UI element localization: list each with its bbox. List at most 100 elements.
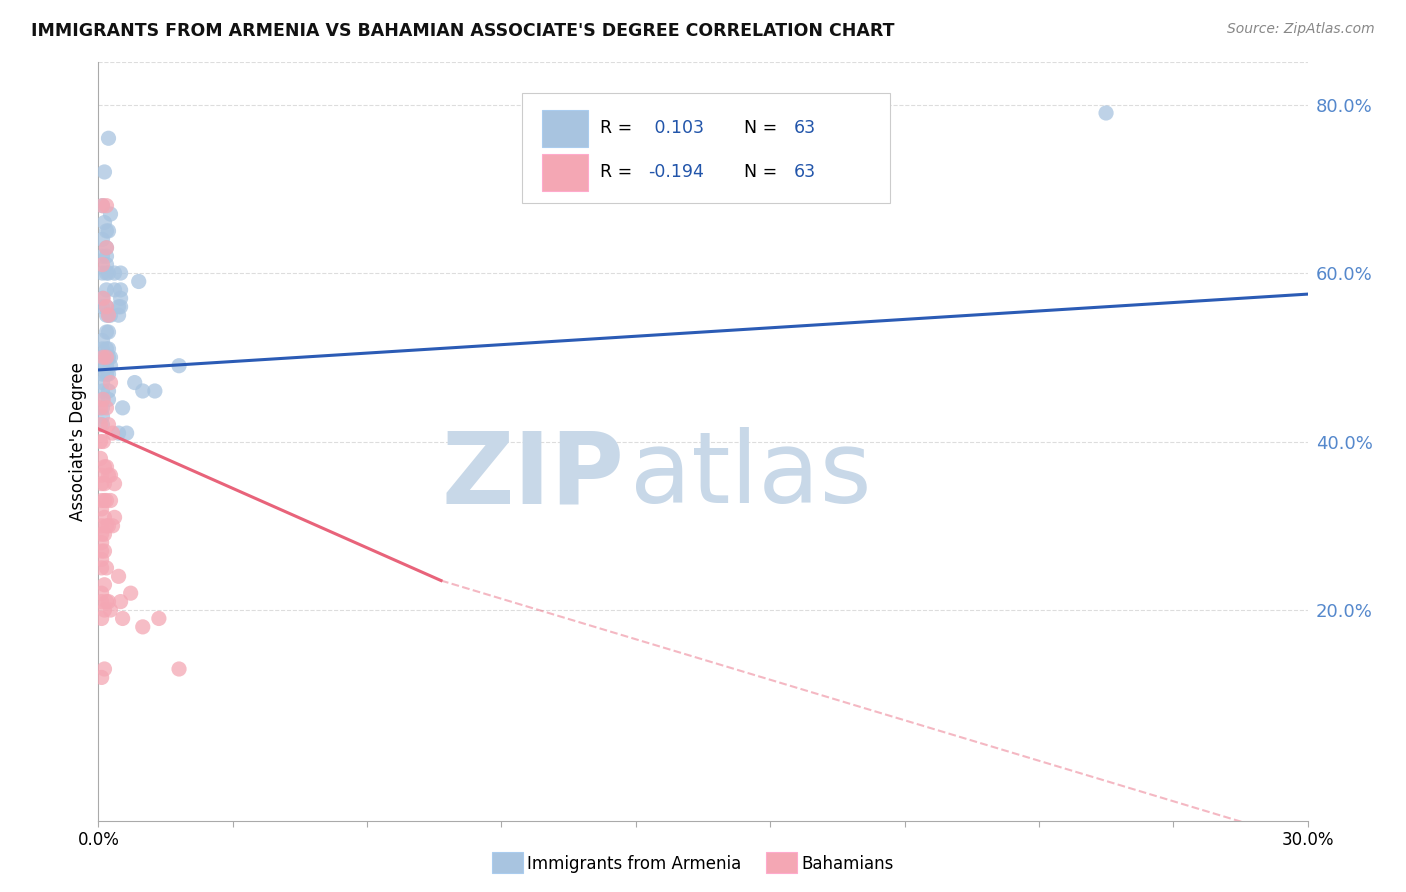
Point — [93, 662, 115, 676]
Point — [124, 376, 146, 390]
Point — [90, 518, 112, 533]
Point — [93, 459, 115, 474]
Point — [96, 561, 118, 575]
Point — [96, 342, 118, 356]
Point — [91, 291, 114, 305]
Text: Bahamians: Bahamians — [801, 855, 894, 873]
Point — [96, 249, 118, 263]
Point — [90, 544, 112, 558]
Point — [111, 611, 134, 625]
Point — [103, 283, 125, 297]
Point — [107, 308, 129, 322]
Point — [91, 434, 114, 449]
Point — [110, 300, 132, 314]
Point — [110, 283, 132, 297]
Point — [96, 594, 118, 608]
Point — [1095, 106, 1118, 120]
Point — [91, 291, 114, 305]
Point — [96, 518, 118, 533]
Point — [107, 569, 129, 583]
Point — [110, 266, 132, 280]
Point — [143, 384, 166, 398]
Point — [97, 342, 120, 356]
Y-axis label: Associate's Degree: Associate's Degree — [69, 362, 87, 521]
Point — [91, 249, 114, 263]
Point — [97, 224, 120, 238]
Point — [111, 401, 134, 415]
Point — [96, 224, 118, 238]
Point — [89, 417, 111, 432]
Point — [96, 401, 118, 415]
Point — [100, 308, 122, 322]
Point — [107, 426, 129, 441]
Point — [91, 232, 114, 246]
FancyBboxPatch shape — [543, 111, 588, 146]
Point — [93, 527, 115, 541]
Text: Source: ZipAtlas.com: Source: ZipAtlas.com — [1227, 22, 1375, 37]
Point — [97, 325, 120, 339]
Point — [96, 351, 118, 365]
Text: Immigrants from Armenia: Immigrants from Armenia — [527, 855, 741, 873]
Point — [90, 611, 112, 625]
Point — [96, 241, 118, 255]
Point — [96, 300, 118, 314]
Point — [91, 367, 114, 381]
Point — [148, 611, 170, 625]
Text: R =: R = — [600, 163, 638, 181]
Point — [93, 578, 115, 592]
Point — [91, 342, 114, 356]
Point — [91, 199, 114, 213]
Point — [97, 468, 120, 483]
Text: 63: 63 — [793, 120, 815, 137]
Point — [96, 459, 118, 474]
Point — [91, 392, 114, 407]
Point — [96, 258, 118, 272]
Point — [115, 426, 138, 441]
Point — [91, 334, 114, 348]
Point — [91, 392, 114, 407]
Point — [91, 384, 114, 398]
Point — [89, 434, 111, 449]
Point — [107, 300, 129, 314]
Point — [96, 266, 118, 280]
Point — [100, 359, 122, 373]
Point — [90, 535, 112, 549]
Point — [90, 586, 112, 600]
Point — [91, 258, 114, 272]
Point — [110, 291, 132, 305]
Point — [97, 518, 120, 533]
Text: N =: N = — [734, 120, 783, 137]
Text: N =: N = — [734, 163, 783, 181]
Point — [103, 266, 125, 280]
Point — [101, 518, 124, 533]
Point — [91, 376, 114, 390]
Point — [96, 325, 118, 339]
Point — [167, 359, 190, 373]
Point — [97, 594, 120, 608]
Text: IMMIGRANTS FROM ARMENIA VS BAHAMIAN ASSOCIATE'S DEGREE CORRELATION CHART: IMMIGRANTS FROM ARMENIA VS BAHAMIAN ASSO… — [31, 22, 894, 40]
Point — [97, 367, 120, 381]
Point — [89, 401, 111, 415]
Point — [101, 426, 124, 441]
Point — [97, 308, 120, 322]
Point — [110, 594, 132, 608]
Point — [132, 384, 155, 398]
Point — [96, 241, 118, 255]
Point — [90, 552, 112, 566]
Point — [100, 207, 122, 221]
Text: 63: 63 — [793, 163, 815, 181]
Point — [91, 266, 114, 280]
Point — [90, 468, 112, 483]
Point — [91, 409, 114, 424]
Point — [90, 493, 112, 508]
Point — [120, 586, 142, 600]
Point — [96, 283, 118, 297]
Point — [91, 401, 114, 415]
Point — [90, 476, 112, 491]
Point — [100, 603, 122, 617]
Point — [93, 603, 115, 617]
Point — [96, 493, 118, 508]
Point — [97, 384, 120, 398]
Point — [90, 670, 112, 684]
Point — [167, 662, 190, 676]
